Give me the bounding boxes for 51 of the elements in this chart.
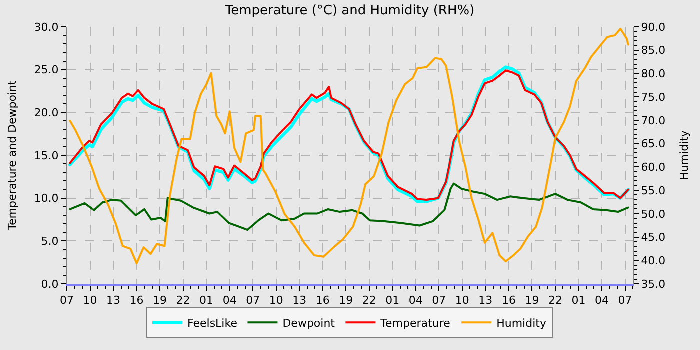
x-tick-label: 07	[618, 294, 632, 308]
x-tick-label: 16	[502, 294, 516, 308]
x-tick-label: 01	[200, 294, 214, 308]
y-tick-label: 20.0	[34, 106, 59, 120]
y2-tick-label: 55.0	[641, 184, 666, 198]
x-tick-label: 13	[106, 294, 121, 308]
x-tick-label: 04	[222, 294, 237, 308]
y-tick-label: 5.0	[41, 235, 59, 248]
legend-label: Temperature	[380, 316, 451, 330]
x-tick-label: 16	[130, 294, 144, 308]
y2-tick-label: 85.0	[641, 44, 666, 58]
legend-label: Dewpoint	[282, 316, 336, 330]
x-tick-label: 13	[292, 294, 307, 308]
x-tick-label: 07	[246, 294, 260, 308]
x-tick-label: 01	[386, 294, 400, 308]
y-tick-label: 0.0	[41, 278, 59, 291]
legend-label: FeelsLike	[188, 316, 238, 330]
y-tick-label: 15.0	[34, 149, 59, 162]
x-tick-label: 19	[339, 294, 354, 308]
y2-tick-label: 75.0	[641, 90, 666, 104]
y-tick-label: 25.0	[34, 64, 59, 77]
x-tick-label: 07	[432, 294, 446, 308]
x-tick-label: 10	[455, 294, 470, 308]
y2-tick-label: 45.0	[641, 231, 666, 244]
x-tick-label: 10	[83, 294, 98, 308]
y2-tick-label: 90.0	[641, 20, 666, 34]
x-tick-label: 22	[548, 294, 562, 308]
y2-tick-label: 65.0	[641, 138, 666, 151]
y2-axis-title: Humidity	[678, 130, 691, 180]
x-tick-label: 13	[478, 294, 493, 308]
x-tick-label: 22	[362, 294, 376, 308]
y-tick-label: 10.0	[34, 192, 59, 206]
y2-tick-label: 80.0	[641, 68, 666, 81]
y2-tick-label: 40.0	[641, 254, 666, 268]
y2-tick-label: 50.0	[641, 208, 666, 221]
y2-tick-label: 60.0	[641, 161, 666, 174]
x-tick-label: 04	[594, 294, 609, 308]
y2-tick-label: 70.0	[641, 114, 666, 128]
y-axis-title: Temperature and Dewpoint	[6, 80, 19, 232]
y-tick-label: 30.0	[34, 20, 59, 34]
x-tick-label: 22	[176, 294, 190, 308]
legend-label: Humidity	[496, 316, 547, 330]
x-tick-label: 10	[269, 294, 284, 308]
x-tick-label: 19	[525, 294, 540, 308]
x-tick-label: 01	[572, 294, 586, 308]
x-tick-label: 19	[153, 294, 168, 308]
x-tick-label: 04	[408, 294, 423, 308]
chart-title: Temperature (°C) and Humidity (RH%)	[224, 3, 475, 18]
y2-tick-label: 35.0	[641, 278, 666, 291]
x-tick-label: 07	[60, 294, 74, 308]
x-tick-label: 16	[316, 294, 330, 308]
